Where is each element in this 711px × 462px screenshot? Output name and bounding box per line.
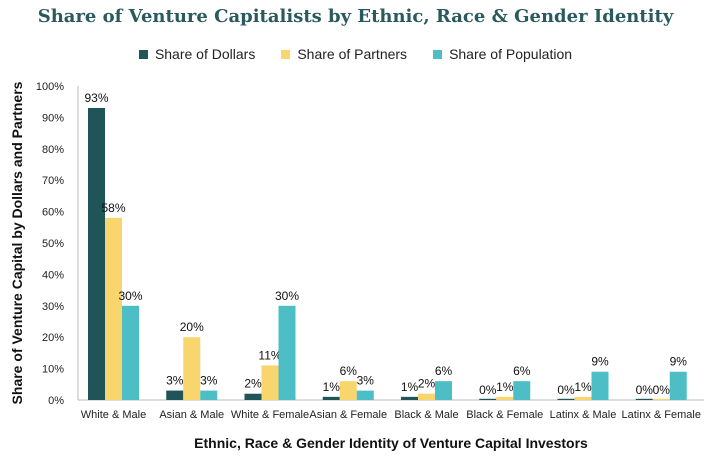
data-label-partners: 1% [574, 380, 592, 394]
x-tick-label: Asian & Female [309, 409, 387, 421]
bar-dollars [479, 398, 497, 400]
bar-population [200, 390, 218, 400]
data-label-dollars: 1% [401, 380, 419, 394]
data-label-partners: 20% [180, 320, 204, 334]
x-tick-label: Latinx & Female [622, 409, 701, 421]
data-label-dollars: 93% [84, 91, 108, 105]
legend: Share of Dollars Share of Partners Share… [0, 46, 711, 62]
bar-population [356, 390, 374, 400]
x-tick-label: Black & Female [466, 409, 543, 421]
chart-title: Share of Venture Capitalists by Ethnic, … [37, 6, 674, 27]
bar-partners [339, 381, 357, 400]
bar-population [435, 381, 452, 400]
x-tick-label: Asian & Male [159, 409, 224, 421]
data-label-partners: 11% [258, 348, 281, 362]
legend-swatch-partners [281, 49, 291, 59]
bar-partners [496, 396, 514, 400]
bar-population [122, 305, 139, 400]
data-label-dollars: 0% [557, 383, 575, 397]
y-tick-label: 30% [42, 301, 64, 313]
y-tick-label: 0% [48, 395, 64, 407]
data-label-population: 30% [118, 289, 142, 303]
bar-dollars [244, 393, 262, 400]
data-label-population: 30% [275, 289, 299, 303]
data-label-population: 3% [200, 374, 218, 388]
x-axis-title: Ethnic, Race & Gender Identity of Ventur… [194, 435, 588, 451]
bars-group: 93%58%30%3%20%3% 2%11%30%1%6%3% 1% 2%6%0% 1%… [84, 91, 687, 400]
bar-partners [418, 393, 435, 400]
bar-partners [105, 217, 122, 400]
bar-partners [652, 398, 670, 400]
data-label-population: 6% [513, 364, 531, 378]
bar-population [669, 371, 687, 400]
x-tick-label: Black & Male [394, 409, 458, 421]
data-label-population: 3% [357, 374, 375, 388]
data-label-population: 9% [591, 355, 609, 369]
y-tick-label: 80% [42, 144, 64, 156]
legend-item-dollars: Share of Dollars [138, 46, 256, 62]
bar-population [591, 371, 609, 400]
bar-dollars [322, 396, 340, 400]
x-tick-label: White & Female [231, 409, 309, 421]
y-tick-label: 90% [42, 112, 64, 124]
bar-dollars [166, 390, 184, 400]
x-tick-label: White & Male [81, 409, 146, 421]
bar-dollars [557, 398, 575, 400]
bar-dollars [401, 396, 418, 400]
data-label-population: 9% [670, 355, 688, 369]
y-tick-label: 100% [36, 81, 64, 93]
legend-item-partners: Share of Partners [281, 46, 407, 62]
data-label-partners: 6% [340, 364, 358, 378]
bar-dollars [635, 398, 653, 400]
data-label-population: 6% [435, 364, 453, 378]
legend-swatch-dollars [138, 49, 148, 59]
x-ticks-group: White & Male Asian & Male White & Female As… [81, 409, 701, 421]
y-axis-title: Share of Venture Capital by Dollars and … [9, 81, 25, 404]
bar-partners [574, 396, 592, 400]
x-tick-label: Latinx & Male [550, 409, 617, 421]
y-tick-label: 10% [42, 364, 64, 376]
data-label-dollars: 0% [479, 383, 497, 397]
y-tick-label: 70% [42, 175, 64, 187]
data-label-dollars: 0% [636, 383, 654, 397]
bar-population [513, 381, 531, 400]
y-tick-label: 50% [42, 238, 64, 250]
y-tick-label: 60% [42, 207, 64, 219]
bar-population [278, 305, 296, 400]
legend-swatch-population [433, 49, 443, 59]
data-label-partners: 58% [101, 201, 125, 215]
data-label-partners: 1% [496, 380, 514, 394]
data-label-partners: 0% [653, 383, 671, 397]
data-label-dollars: 2% [244, 377, 262, 391]
data-label-dollars: 3% [166, 374, 184, 388]
y-tick-label: 40% [42, 269, 64, 281]
legend-label-population: Share of Population [449, 46, 573, 62]
bar-partners [261, 365, 279, 400]
legend-label-dollars: Share of Dollars [154, 46, 256, 62]
y-tick-label: 20% [42, 332, 64, 344]
data-label-dollars: 1% [323, 380, 341, 394]
y-ticks-group: 0% 10% 20% 30% 40% 50% 60% 70% 80% 90% 100% [36, 81, 64, 407]
legend-item-population: Share of Population [433, 46, 572, 62]
bar-dollars [88, 107, 105, 400]
legend-label-partners: Share of Partners [297, 46, 408, 62]
data-label-partners: 2% [418, 377, 436, 391]
bar-partners [183, 337, 201, 400]
